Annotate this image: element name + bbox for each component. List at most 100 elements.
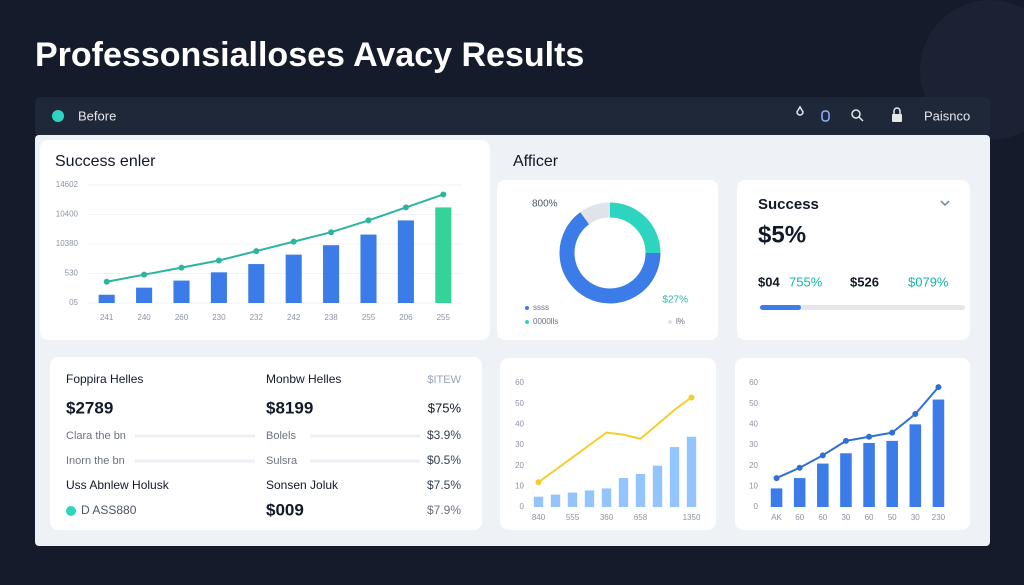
table-cell: Uss Abnlew Holusk [66, 478, 170, 492]
icon-lock[interactable] [892, 114, 902, 122]
bar [686, 436, 697, 507]
x-tick-label: 60 [818, 513, 827, 522]
kpi-change: 755% [789, 274, 823, 289]
bar [173, 280, 190, 303]
icon-lock-shackle [893, 107, 901, 114]
x-tick-label: 241 [100, 313, 114, 322]
icon-toggle[interactable] [821, 110, 830, 122]
bar [533, 496, 544, 507]
x-tick-label: 260 [175, 313, 189, 322]
x-tick-label: 1350 [683, 513, 701, 522]
bar [136, 287, 153, 303]
page-title: Professonsialloses Avacy Results [35, 36, 584, 74]
chevron[interactable] [940, 200, 950, 207]
line-marker [535, 479, 542, 486]
table-cell: $7.5% [427, 478, 461, 492]
bar [618, 478, 629, 507]
x-tick-label: 50 [888, 513, 897, 522]
bar [550, 494, 561, 507]
legend-label: ssss [533, 303, 549, 312]
bar [601, 488, 612, 507]
line-marker [253, 248, 260, 255]
card [497, 180, 718, 340]
legend-swatch [525, 306, 529, 310]
donut-segment [559, 212, 661, 304]
user-name[interactable]: Paisnco [924, 108, 970, 123]
line-marker [842, 437, 849, 444]
x-tick-label: 255 [437, 313, 451, 322]
bar [210, 272, 227, 303]
y-tick-label: 10 [515, 481, 524, 490]
kpi-value: $5% [758, 221, 806, 248]
top-bar [35, 97, 990, 137]
table-cell: $7.9% [427, 503, 461, 517]
icon-search[interactable] [851, 109, 861, 119]
x-tick-label: 360 [600, 513, 614, 522]
line-marker [440, 191, 447, 198]
line [106, 193, 444, 283]
bar [584, 490, 595, 507]
line-marker [402, 204, 409, 211]
donut-segment [609, 202, 661, 254]
bar [909, 424, 922, 507]
y-tick-label: 10400 [56, 210, 79, 219]
line-marker [688, 394, 695, 401]
donut-segment [580, 202, 611, 225]
y-tick-label: 530 [65, 269, 79, 278]
card [50, 357, 482, 530]
table-cell: $2789 [66, 398, 113, 417]
legend-label: 0000lls [533, 317, 558, 326]
x-tick-label: 60 [795, 513, 804, 522]
bar [817, 463, 829, 507]
y-tick-label: 10 [749, 481, 758, 490]
icon-drop[interactable] [796, 105, 804, 116]
x-tick-label: 30 [911, 513, 920, 522]
line-marker [178, 264, 185, 271]
y-tick-label: 50 [749, 399, 758, 408]
bar [248, 264, 265, 303]
table-header: $ITEW [427, 374, 461, 386]
table-cell: Inorn the bn [66, 455, 125, 467]
line-marker [819, 452, 826, 459]
bar [567, 492, 578, 507]
x-tick-label: 658 [634, 513, 648, 522]
y-tick-label: 50 [515, 399, 524, 408]
line-marker [866, 433, 873, 440]
table-cell: Clara the bn [66, 430, 126, 442]
annotation: 800% [532, 199, 558, 210]
x-tick-label: 30 [841, 513, 850, 522]
line-marker [365, 217, 372, 224]
bar [863, 442, 875, 507]
y-tick-label: 40 [515, 419, 524, 428]
bar [652, 465, 663, 507]
x-tick-label: 555 [566, 513, 580, 522]
x-tick-label: 232 [250, 313, 264, 322]
y-tick-label: 0 [520, 502, 525, 511]
bar [397, 220, 414, 303]
bar [635, 473, 646, 507]
y-tick-label: 0 [754, 502, 759, 511]
bar [435, 207, 452, 303]
y-tick-label: 05 [69, 298, 78, 307]
bar [323, 245, 340, 303]
line [537, 396, 693, 484]
bar [840, 453, 852, 507]
line-marker [141, 271, 148, 278]
y-tick-label: 20 [749, 461, 758, 470]
table-cell: Sonsen Joluk [266, 478, 339, 492]
bar [770, 488, 783, 507]
x-tick-label: AK [771, 513, 782, 522]
x-tick-label: 230 [932, 513, 946, 522]
x-tick-label: 242 [287, 313, 301, 322]
bar [285, 254, 302, 303]
tab-label[interactable]: Before [78, 108, 116, 123]
legend-swatch [668, 320, 672, 324]
y-tick-label: 40 [749, 419, 758, 428]
legend-label: l% [676, 317, 685, 326]
y-tick-label: 30 [515, 440, 524, 449]
kpi-title: Success [758, 196, 819, 213]
kpi-stat: $526 [850, 274, 879, 289]
line-marker [889, 429, 896, 436]
x-tick-label: 840 [532, 513, 546, 522]
